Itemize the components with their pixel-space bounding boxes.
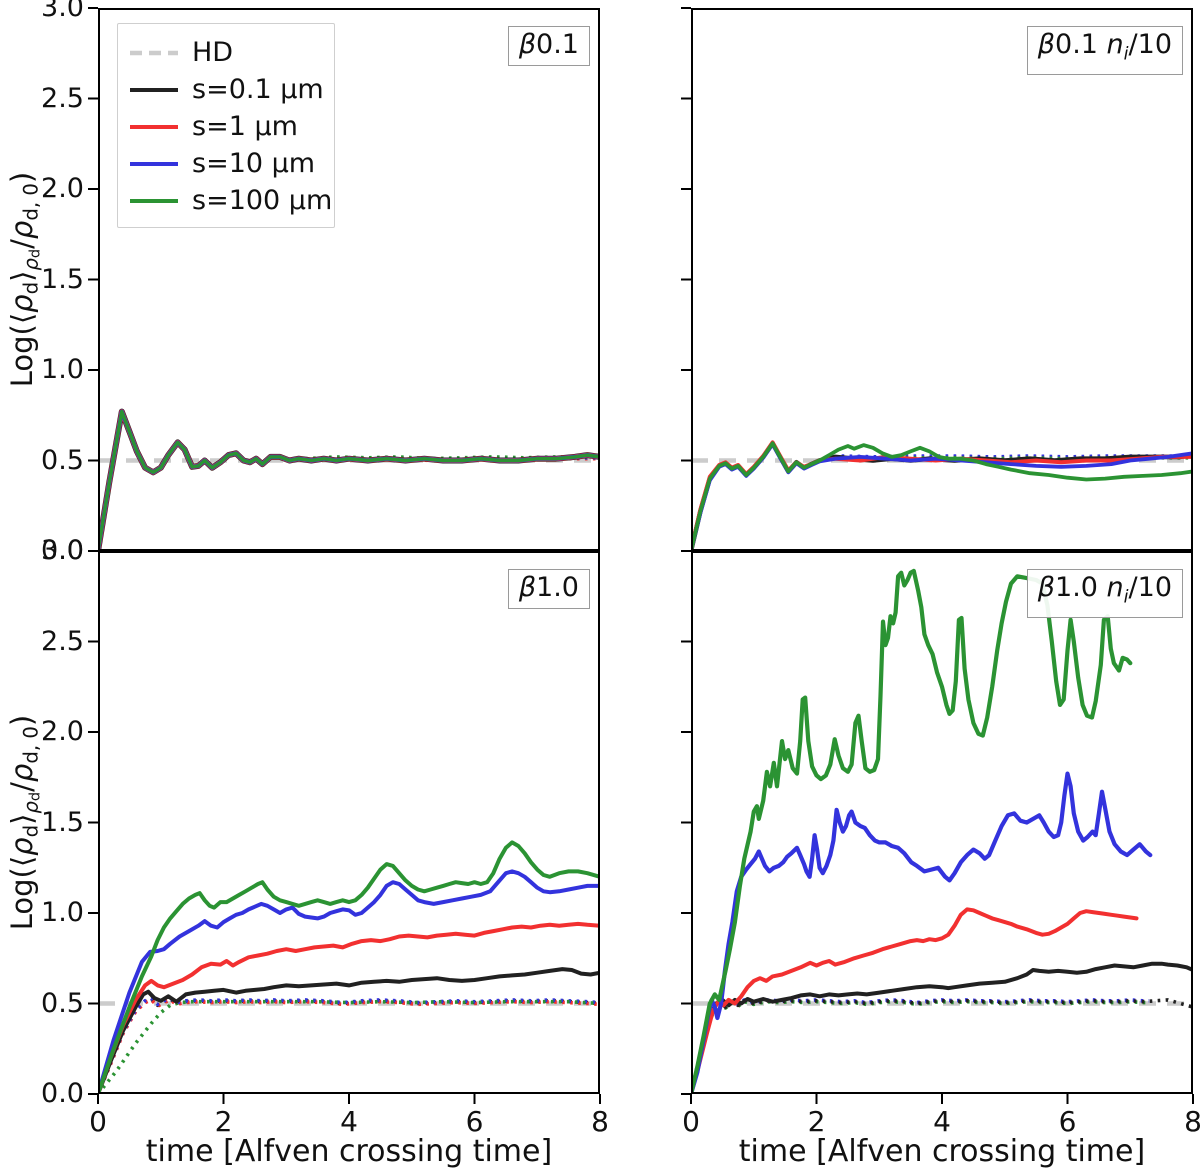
series-s-100-m-dotted — [691, 999, 1150, 1094]
y-tick-label: 2.0 — [41, 716, 84, 747]
y-tick-label: 3.0 — [41, 535, 84, 566]
y-tick-label: 1.5 — [41, 263, 84, 295]
legend-line-sample — [130, 50, 178, 55]
series-s-0.1-m — [98, 408, 600, 551]
panel-label-beta1.0-ni10: β1.0 ni/10 — [1026, 569, 1183, 619]
panel-label-beta0.1: β0.1 — [507, 26, 590, 66]
series-s-100-m-dotted — [98, 999, 600, 1094]
x-tick-label: 0 — [89, 1105, 107, 1138]
legend-item: s=10 μm — [130, 145, 326, 182]
y-tick-label: 0.5 — [41, 987, 84, 1019]
legend-item: s=100 μm — [130, 182, 332, 219]
y-tick-label: 0.0 — [41, 1078, 84, 1109]
panel-beta0.1 — [88, 7, 600, 552]
axes-frame — [691, 551, 1193, 1094]
y-tick-label: 0.0 — [41, 535, 84, 566]
legend-item-label: s=100 μm — [192, 185, 333, 216]
series-s-10-m — [98, 869, 600, 1094]
panel-beta0.1-ni10 — [681, 7, 1193, 552]
legend-line-sample — [130, 124, 178, 129]
legend-line-sample — [130, 198, 178, 203]
panel-beta1.0-plot — [88, 550, 601, 1104]
y-tick-label: 2.0 — [41, 173, 84, 204]
series-s-100-m — [98, 409, 600, 551]
x-tick-label: 0 — [682, 1105, 700, 1138]
panel-label-beta0.1-ni10: β0.1 ni/10 — [1026, 26, 1183, 76]
x-axis-title-left: time [Alfven crossing time] — [145, 1134, 553, 1169]
x-tick-label: 4 — [340, 1105, 358, 1138]
y-tick-label: 0.5 — [41, 444, 84, 476]
legend-item: s=0.1 μm — [130, 71, 326, 108]
series-s-1-m-dotted — [691, 998, 1150, 1094]
panel-beta1.0-ni10-plot — [681, 550, 1194, 1104]
axes-frame — [98, 551, 600, 1094]
x-tick-label: 6 — [1058, 1105, 1077, 1138]
legend-item-label: s=10 μm — [192, 148, 316, 179]
series-s-10-m — [691, 771, 1153, 1094]
panel-beta0.1-plot — [88, 7, 600, 552]
series-s-100-m — [691, 441, 1193, 551]
y-tick-label: 1.0 — [41, 354, 84, 385]
legend: HD s=0.1 μm s=1 μm s=10 μm s=100 μm — [117, 23, 335, 228]
x-tick-label: 4 — [933, 1105, 951, 1138]
series-s-1-m — [691, 907, 1139, 1094]
axes-frame — [691, 8, 1193, 551]
legend-item-label: s=1 μm — [192, 111, 298, 142]
series-s-1-m — [98, 409, 600, 551]
y-tick-label: 2.5 — [41, 82, 84, 114]
y-tick-label: 1.0 — [41, 897, 84, 928]
y-tick-label: 3.0 — [41, 0, 84, 23]
series-s-0.1-m-dotted — [691, 998, 1193, 1094]
series-s-1-m — [98, 921, 600, 1094]
panel-beta0.1-ni10-plot — [681, 7, 1193, 552]
series-s-0.1-m — [98, 967, 600, 1094]
axes-frame — [98, 8, 600, 551]
x-axis-title-right: time [Alfven crossing time] — [738, 1134, 1146, 1169]
y-tick-label: 1.5 — [41, 806, 84, 838]
legend-item-label: HD — [192, 37, 234, 68]
panel-label-beta1.0: β1.0 — [507, 569, 590, 609]
x-tick-label: 8 — [1184, 1105, 1200, 1138]
x-tick-label: 8 — [591, 1105, 609, 1138]
series-s-100-m — [98, 840, 600, 1094]
series-s-10-m-dotted — [98, 996, 600, 1094]
x-tick-label: 6 — [465, 1105, 484, 1138]
legend-item-label: s=0.1 μm — [192, 74, 324, 105]
panel-beta1.0-ni10 — [681, 550, 1194, 1104]
panel-beta1.0 — [88, 550, 601, 1104]
series-s-0.1-m — [691, 961, 1193, 1094]
y-tick-label: 2.5 — [41, 625, 84, 657]
legend-item: HD — [130, 34, 326, 71]
x-tick-label: 2 — [807, 1105, 826, 1138]
x-tick-label: 2 — [214, 1105, 233, 1138]
series-s-1-m-dotted — [98, 998, 600, 1094]
series-s-10-m-dotted — [691, 998, 1150, 1094]
series-s-100-m — [691, 568, 1133, 1094]
series-s-10-m — [98, 409, 600, 551]
legend-line-sample — [130, 87, 178, 92]
legend-item: s=1 μm — [130, 108, 326, 145]
series-s-0.1-m-dotted — [98, 997, 600, 1094]
legend-line-sample — [130, 161, 178, 166]
